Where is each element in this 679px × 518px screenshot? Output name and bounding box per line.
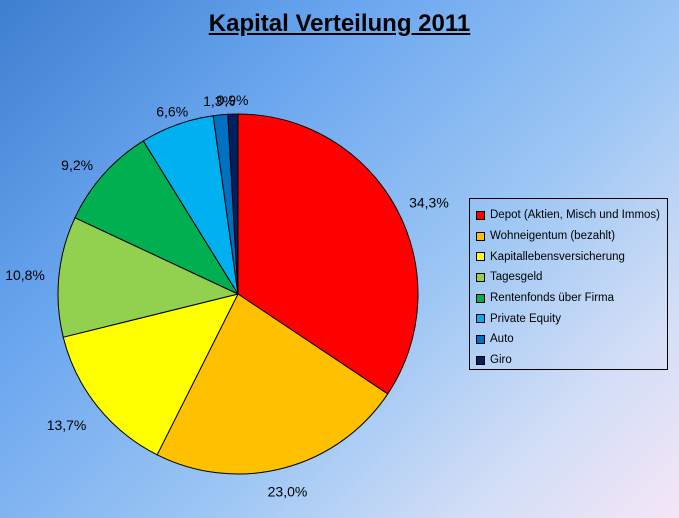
legend-label: Kapitallebensversicherung bbox=[490, 250, 625, 263]
legend-label: Rentenfonds über Firma bbox=[490, 292, 615, 305]
slice-label: 23,0% bbox=[268, 484, 308, 500]
slice-label: 9,2% bbox=[61, 157, 93, 173]
chart-title: Kapital Verteilung 2011 bbox=[208, 10, 471, 37]
slice-label: 34,3% bbox=[409, 195, 449, 211]
legend-item: Tagesgeld bbox=[476, 267, 663, 288]
legend-item: Depot (Aktien, Misch und Immos) bbox=[476, 205, 663, 226]
legend-swatch bbox=[476, 314, 485, 324]
pie-slice bbox=[156, 293, 389, 475]
legend-label: Auto bbox=[490, 333, 514, 346]
legend-swatch bbox=[476, 334, 485, 344]
legend-item: Giro bbox=[476, 350, 663, 371]
legend-item: Private Equity bbox=[476, 308, 663, 329]
legend-swatch bbox=[476, 252, 485, 262]
legend-label: Private Equity bbox=[490, 312, 561, 325]
legend-swatch bbox=[476, 272, 485, 282]
legend-swatch bbox=[476, 210, 485, 220]
slice-label: 10,8% bbox=[5, 267, 45, 283]
legend-item: Kapitallebensversicherung bbox=[476, 246, 663, 267]
legend-swatch bbox=[476, 231, 485, 241]
legend-label: Giro bbox=[490, 354, 512, 367]
legend-label: Depot (Aktien, Misch und Immos) bbox=[490, 209, 661, 222]
pie-slice bbox=[57, 217, 240, 338]
chart-legend: Depot (Aktien, Misch und Immos) Wohneigen… bbox=[469, 198, 668, 370]
pie-slice bbox=[62, 293, 239, 456]
pie-slice bbox=[227, 113, 239, 295]
slice-label: 6,6% bbox=[156, 104, 188, 120]
legend-swatch bbox=[476, 293, 485, 303]
legend-label: Wohneigentum (bezahlt) bbox=[490, 230, 616, 243]
slice-label: 13,7% bbox=[47, 417, 87, 433]
legend-item: Rentenfonds über Firma bbox=[476, 288, 663, 309]
pie-slice bbox=[74, 140, 240, 296]
slice-label: 0,9% bbox=[217, 92, 249, 108]
slice-label: 1,3% bbox=[203, 93, 235, 109]
legend-label: Tagesgeld bbox=[490, 271, 543, 284]
legend-item: Auto bbox=[476, 329, 663, 350]
legend-swatch bbox=[476, 355, 485, 365]
legend-item: Wohneigentum (bezahlt) bbox=[476, 226, 663, 247]
